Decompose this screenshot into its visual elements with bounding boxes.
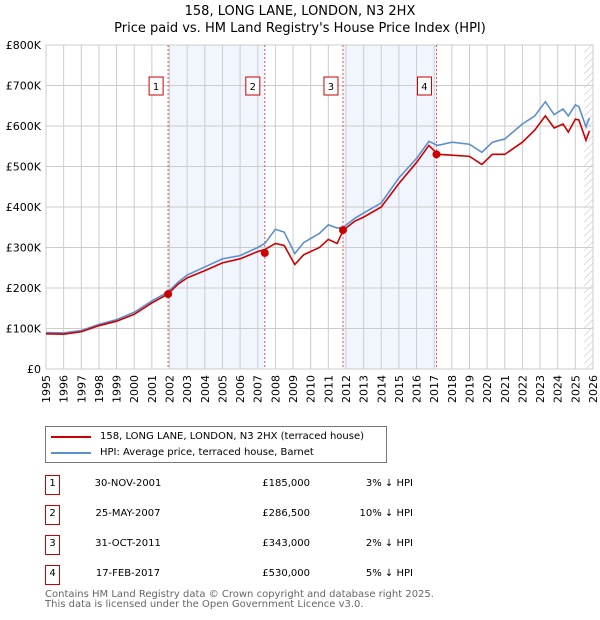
licence-text: This data is licensed under the Open Gov… [45,599,364,610]
sale-date: 25-MAY-2007 [95,508,161,519]
sale-marker-box [416,76,432,96]
x-tick-label: 2022 [516,375,529,403]
x-tick-label: 2019 [463,375,476,403]
red-line-icon [51,435,91,438]
price-chart: 1995 1996 1997 1998 1999 2000 2001 2002 2003 2004… [6,39,600,403]
x-tick-label: 1996 [58,375,71,403]
x-tick-label: 2011 [322,375,335,403]
sale-hpi-diff: 2% ↓ HPI [365,538,413,549]
y-tick-label: £800K [6,39,42,52]
plot-border [45,44,594,370]
x-tick-label: 2010 [305,375,318,403]
y-tick-label: £600K [6,120,42,133]
copyright-text: Contains HM Land Registry data © Crown c… [45,589,434,600]
legend-item-hpi: HPI: Average price, terraced house, Barn… [46,447,314,458]
sale-price: £185,000 [262,478,310,489]
sale-point [164,290,173,299]
sale-row: 1 30-NOV-2001 £185,000 3% ↓ HPI [45,475,413,495]
sale-price: £343,000 [262,538,310,549]
sale-number: 3 [45,535,60,555]
y-tick-label: £0 [27,363,41,376]
x-tick-label: 1995 [40,375,53,403]
sale-date: 17-FEB-2017 [95,568,161,579]
sale-number: 1 [45,475,60,495]
sale-marker-label: 3 [328,82,334,93]
sale-price: £286,500 [262,508,310,519]
x-tick-label: 2003 [181,375,194,403]
x-tick-label: 2021 [499,375,512,403]
x-tick-label: 1997 [75,375,88,403]
sale-date: 30-NOV-2001 [94,478,162,489]
sale-marker-label: 4 [421,82,427,93]
sale-price: £530,000 [262,568,310,579]
x-tick-label: 2020 [481,375,494,403]
sale-row: 3 31-OCT-2011 £343,000 2% ↓ HPI [45,535,413,555]
x-tick-label: 2014 [375,375,388,403]
y-tick-label: £300K [6,242,42,255]
sale-hpi-diff: 10% ↓ HPI [359,508,413,519]
sale-marker-box [148,76,164,96]
price-paid-line [45,114,591,335]
x-tick-label: 2023 [534,375,547,403]
legend-label: 158, LONG LANE, LONDON, N3 2HX (terraced… [100,431,365,442]
x-tick-label: 2016 [411,375,424,403]
sale-point [432,150,441,159]
x-tick-label: 1998 [93,375,106,403]
legend-label: HPI: Average price, terraced house, Barn… [100,447,314,458]
y-tick-label: £200K [6,282,42,295]
x-tick-label: 2004 [199,375,212,403]
x-tick-label: 2001 [146,375,159,403]
x-tick-label: 2012 [340,375,353,403]
legend: 158, LONG LANE, LONDON, N3 2HX (terraced… [45,426,387,463]
legend-item-property: 158, LONG LANE, LONDON, N3 2HX (terraced… [46,431,364,442]
sale-point [260,248,269,257]
x-tick-label: 2018 [446,375,459,403]
y-tick-label: £400K [6,201,42,214]
blue-line-icon [51,451,91,454]
sale-number: 4 [45,565,60,585]
x-tick-label: 2000 [128,375,141,403]
x-tick-label: 2015 [393,375,406,403]
x-tick-label: 2026 [587,375,600,403]
y-tick-label: £100K [6,323,42,336]
sale-row: 2 25-MAY-2007 £286,500 10% ↓ HPI [45,505,413,525]
x-tick-label: 2007 [252,375,265,403]
sale-point [338,226,347,235]
y-tick-label: £500K [6,161,42,174]
x-tick-label: 2005 [216,375,229,403]
chart-subtitle: Price paid vs. HM Land Registry's House … [114,21,486,36]
sale-marker-label: 1 [153,82,159,93]
sale-marker-box [323,76,339,96]
sale-hpi-diff: 3% ↓ HPI [365,478,413,489]
x-tick-label: 2002 [164,375,177,403]
y-tick-label: £700K [6,80,42,93]
x-tick-label: 2024 [552,375,565,403]
x-tick-label: 2006 [234,375,247,403]
sale-number: 2 [45,505,60,525]
sale-hpi-diff: 5% ↓ HPI [365,568,413,579]
sale-marker-box [245,76,261,96]
hpi-line [45,100,591,334]
sale-row: 4 17-FEB-2017 £530,000 5% ↓ HPI [45,565,413,585]
x-tick-label: 2017 [428,375,441,403]
x-tick-label: 2025 [569,375,582,403]
x-tick-label: 2009 [287,375,300,403]
sale-date: 31-OCT-2011 [95,538,161,549]
footer: Contains HM Land Registry data © Crown c… [45,590,434,610]
x-tick-label: 1999 [111,375,124,403]
chart-title: 158, LONG LANE, LONDON, N3 2HX [184,4,416,19]
x-tick-label: 2013 [358,375,371,403]
sale-marker-label: 2 [250,82,256,93]
x-tick-label: 2008 [269,375,282,403]
